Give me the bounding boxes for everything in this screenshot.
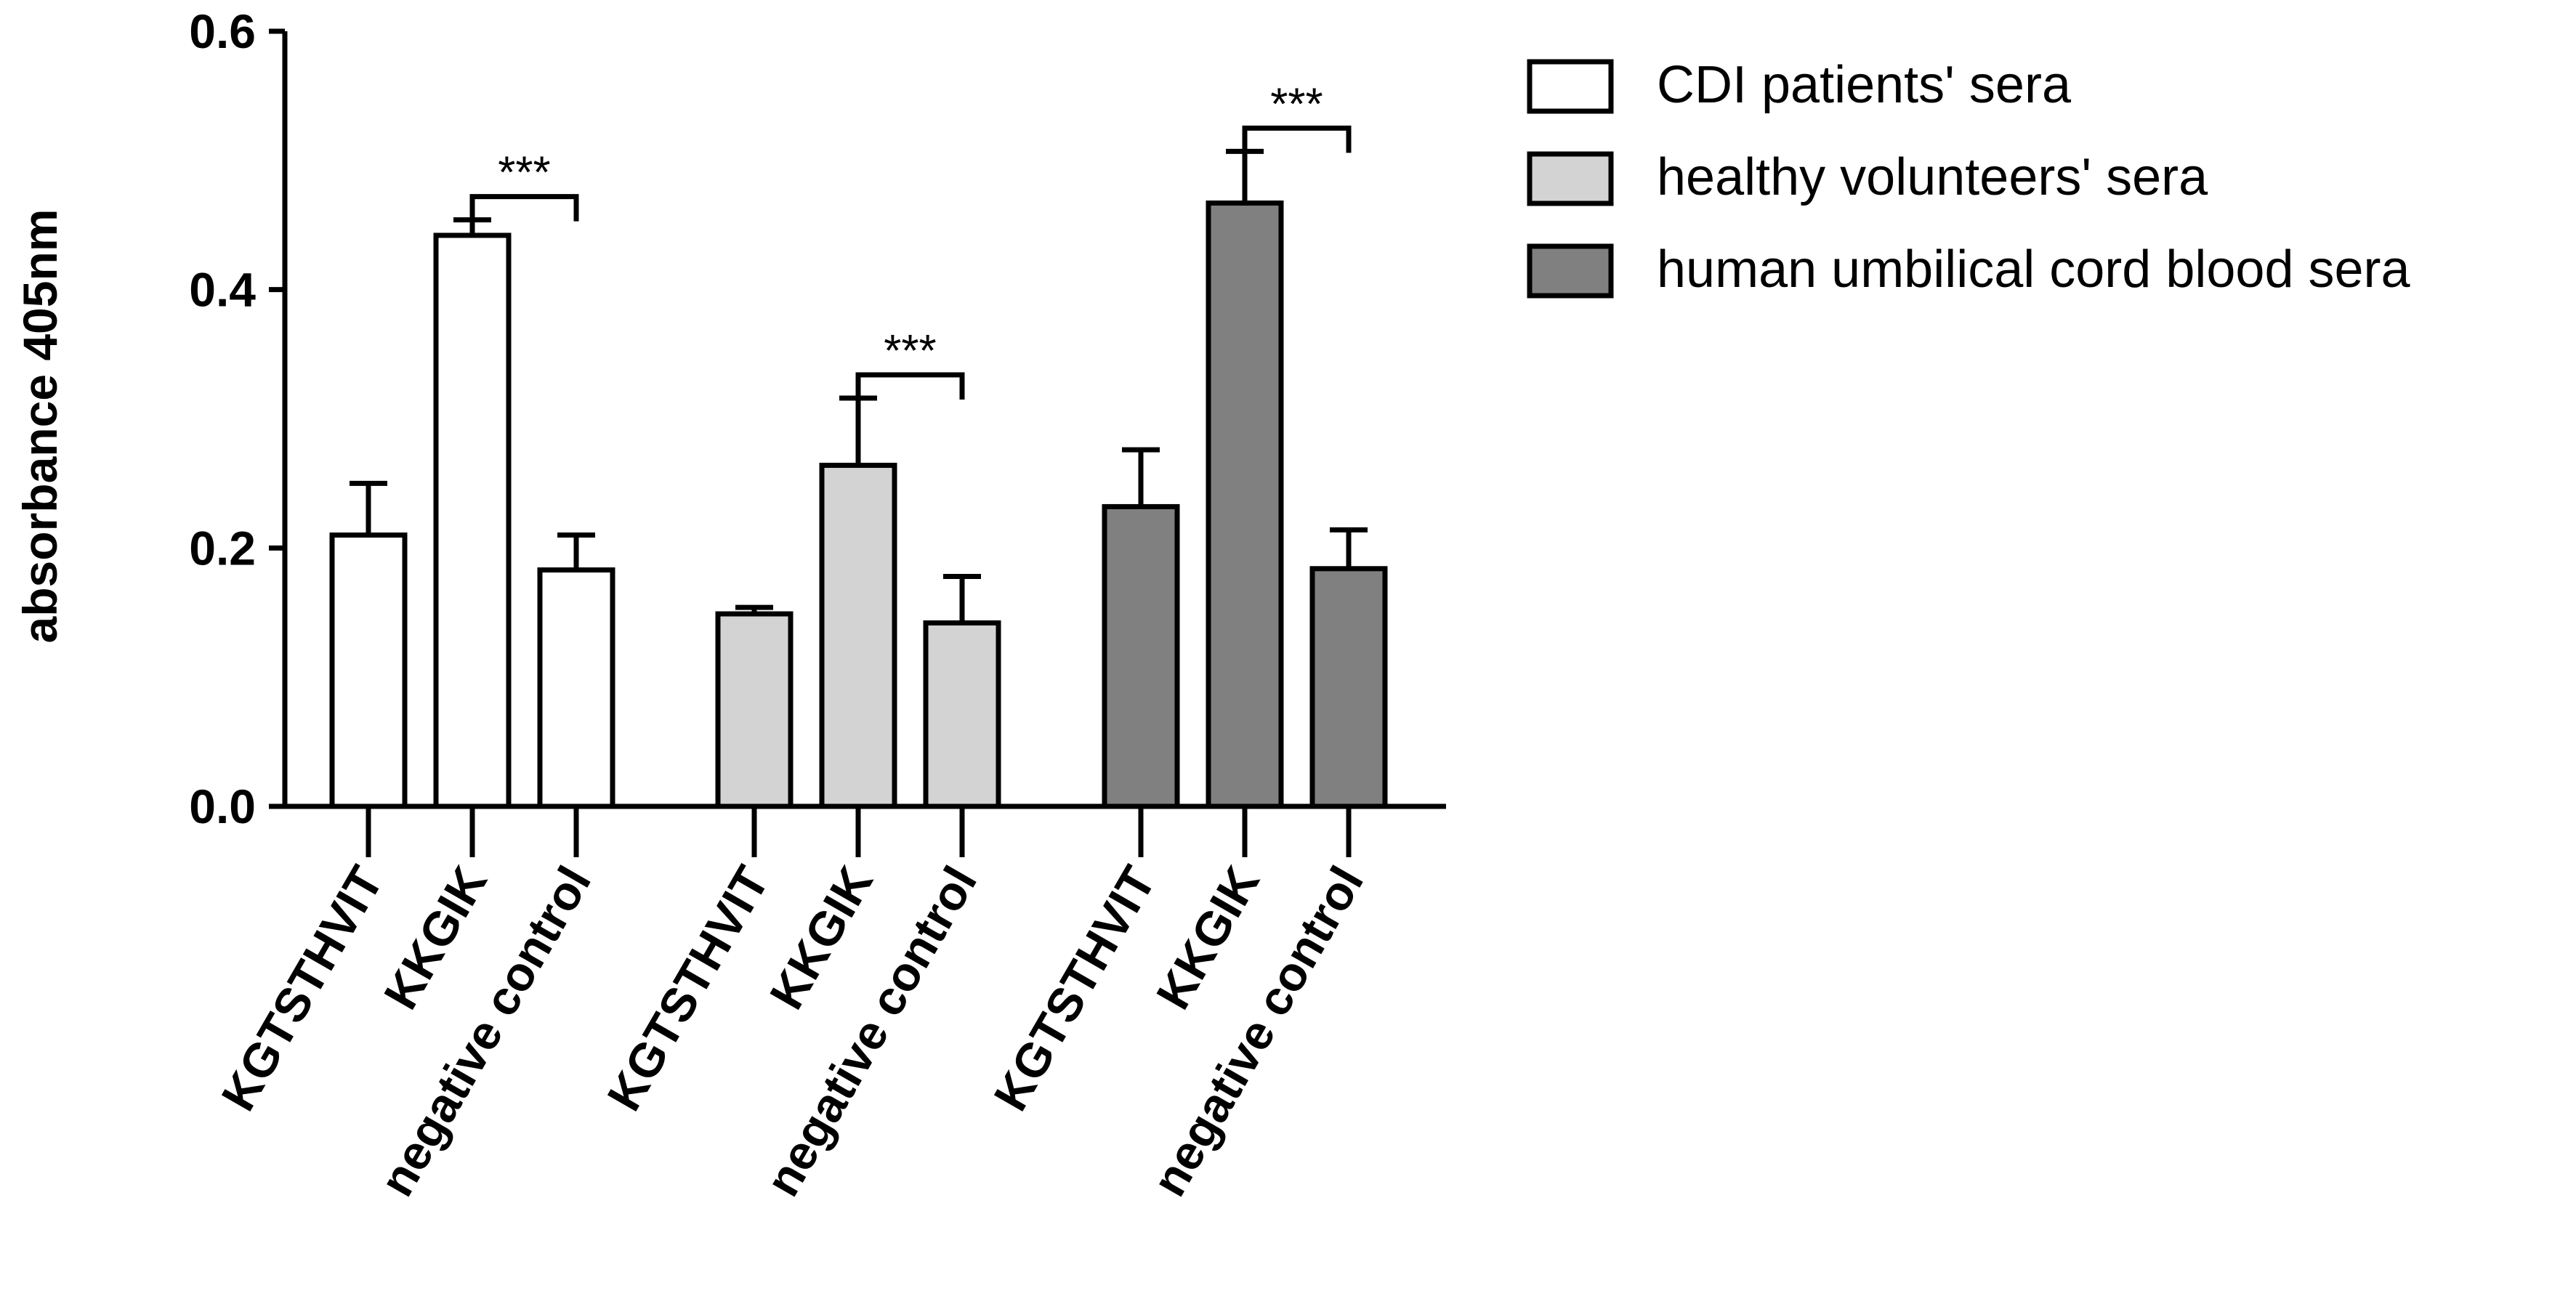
y-tick-label: 0.2: [189, 521, 256, 575]
x-tick-label: negative control: [369, 857, 601, 1204]
bar: [329, 532, 408, 809]
x-tick-label: KGTSTHVIT: [211, 857, 393, 1119]
legend-swatch: [1527, 151, 1614, 206]
bar: [1102, 503, 1180, 809]
significance-label: ***: [884, 326, 936, 376]
bar: [537, 567, 615, 809]
legend-label: CDI patients' sera: [1657, 56, 2072, 114]
legend-swatch: [1527, 243, 1614, 299]
y-tick-label: 0.6: [189, 4, 256, 58]
legend-label: healthy volunteers' sera: [1657, 148, 2208, 206]
y-axis-label: absorbance 405nm: [13, 209, 67, 644]
significance-bracket: [855, 372, 965, 400]
bar: [715, 611, 794, 809]
x-tick-label: negative control: [755, 857, 987, 1204]
significance-label: ***: [1270, 79, 1323, 129]
y-tick-label: 0.4: [189, 263, 256, 317]
legend-label: human umbilical cord blood sera: [1657, 240, 2411, 299]
x-tick-label: KGTSTHVIT: [597, 857, 779, 1119]
y-tick-label: 0.0: [189, 779, 256, 833]
x-tick-label: KGTSTHVIT: [983, 857, 1166, 1119]
significance-bracket: [469, 194, 579, 222]
significance-label: ***: [498, 148, 550, 198]
bar: [923, 620, 1001, 809]
bar: [819, 463, 897, 809]
x-tick-label: negative control: [1142, 857, 1373, 1204]
bar: [1309, 566, 1388, 809]
bar: [1206, 201, 1284, 809]
legend-swatch: [1527, 59, 1614, 114]
bar: [433, 232, 512, 809]
significance-bracket: [1242, 125, 1352, 153]
